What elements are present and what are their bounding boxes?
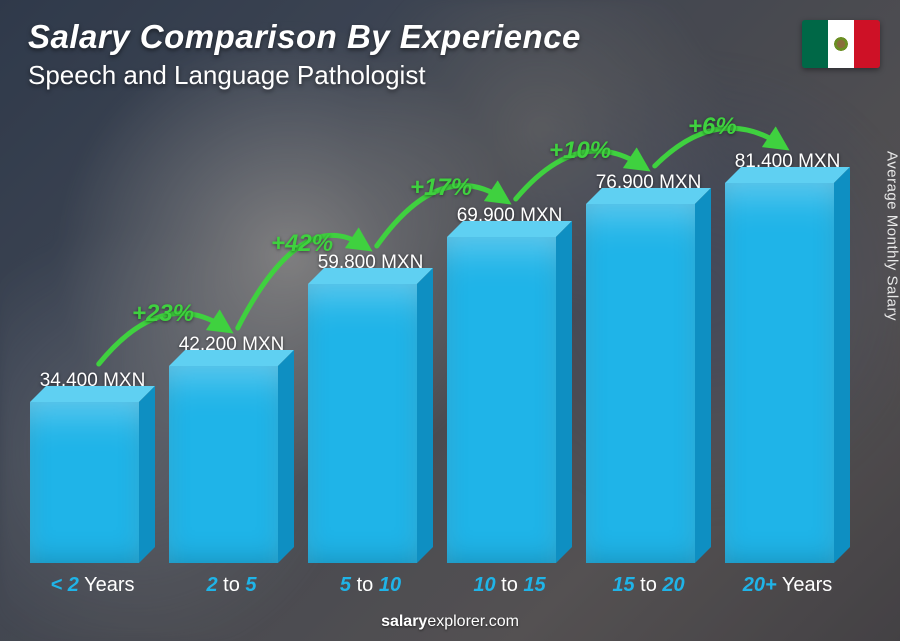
- bar-shape: [30, 402, 155, 563]
- salary-bar-chart: 34,400 MXN42,200 MXN59,800 MXN69,900 MXN…: [30, 120, 850, 563]
- mexico-flag-icon: [802, 20, 880, 68]
- x-label-3: 10 to 15: [447, 574, 572, 597]
- bar-2: 59,800 MXN: [308, 252, 433, 563]
- bar-shape: [308, 284, 433, 563]
- bar-3: 69,900 MXN: [447, 205, 572, 563]
- bar-shape: [586, 204, 711, 563]
- pct-change-1: +23%: [132, 300, 194, 328]
- y-axis-label: Average Monthly Salary: [884, 151, 900, 321]
- x-label-0: < 2 Years: [30, 574, 155, 597]
- brand-bold: salary: [381, 613, 427, 630]
- brand-rest: explorer.com: [427, 613, 519, 630]
- x-axis: < 2 Years 2 to 5 5 to 10 10 to 15 15 to 20 20…: [30, 574, 850, 597]
- page-subtitle: Speech and Language Pathologist: [28, 60, 581, 91]
- footer-attribution: salaryexplorer.com: [0, 613, 900, 631]
- infographic-stage: Salary Comparison By Experience Speech a…: [0, 0, 900, 641]
- bar-5: 81,400 MXN: [725, 151, 850, 563]
- x-label-5: 20+ Years: [725, 574, 850, 597]
- page-title: Salary Comparison By Experience: [28, 18, 581, 56]
- pct-change-3: +17%: [410, 174, 472, 202]
- bar-shape: [169, 366, 294, 563]
- bar-shape: [725, 183, 850, 563]
- x-label-2: 5 to 10: [308, 574, 433, 597]
- pct-change-4: +10%: [549, 137, 611, 165]
- bar-4: 76,900 MXN: [586, 172, 711, 563]
- bar-0: 34,400 MXN: [30, 370, 155, 563]
- x-label-4: 15 to 20: [586, 574, 711, 597]
- pct-change-5: +6%: [688, 113, 737, 141]
- pct-change-2: +42%: [271, 230, 333, 258]
- bar-shape: [447, 237, 572, 563]
- header: Salary Comparison By Experience Speech a…: [28, 18, 581, 91]
- x-label-1: 2 to 5: [169, 574, 294, 597]
- bar-1: 42,200 MXN: [169, 334, 294, 563]
